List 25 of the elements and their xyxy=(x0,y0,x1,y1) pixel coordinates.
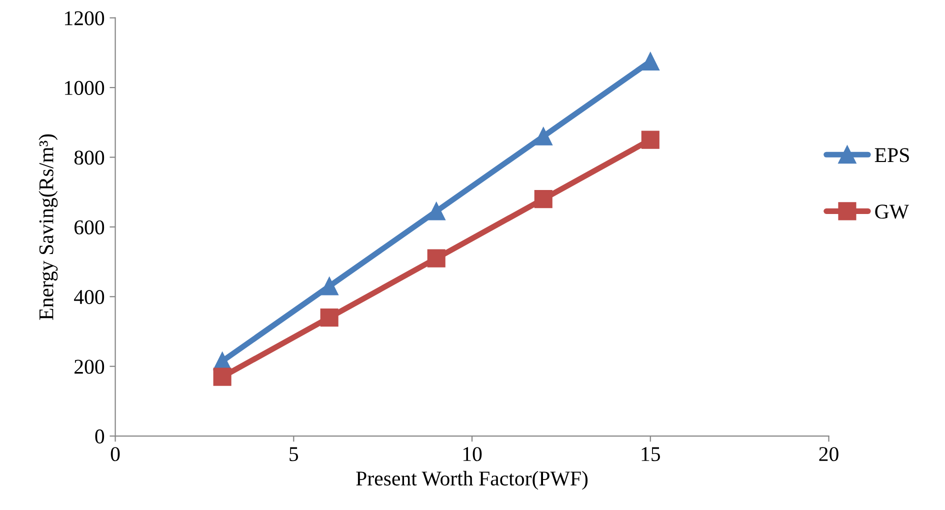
point xyxy=(641,130,660,149)
y-tick-label: 600 xyxy=(74,220,104,234)
x-tick-label: 15 xyxy=(642,447,660,462)
x-tick-label: 5 xyxy=(290,447,298,462)
y-axis-title: Energy Saving(Rs/m³) xyxy=(38,134,58,320)
x-tick-label: 10 xyxy=(463,447,482,462)
x-tick-label: 20 xyxy=(819,447,838,462)
point xyxy=(534,190,552,208)
x-axis-title: Present Worth Factor(PWF) xyxy=(356,470,588,490)
x-tick-label: 0 xyxy=(110,447,120,462)
y-tick-label: 800 xyxy=(74,150,104,165)
point xyxy=(534,127,552,146)
point xyxy=(427,249,446,268)
point xyxy=(320,277,338,296)
legend-label: EPS xyxy=(874,148,909,162)
point xyxy=(213,368,232,386)
y-tick-label: 400 xyxy=(74,290,104,304)
y-tick-label: 1000 xyxy=(65,80,104,95)
point xyxy=(320,308,338,327)
y-tick-label: 1200 xyxy=(65,11,104,26)
point xyxy=(427,202,446,220)
y-tick-label: 200 xyxy=(74,360,104,374)
point xyxy=(641,52,660,70)
legend-label: GW xyxy=(875,204,909,219)
y-tick-label: 0 xyxy=(95,429,104,444)
